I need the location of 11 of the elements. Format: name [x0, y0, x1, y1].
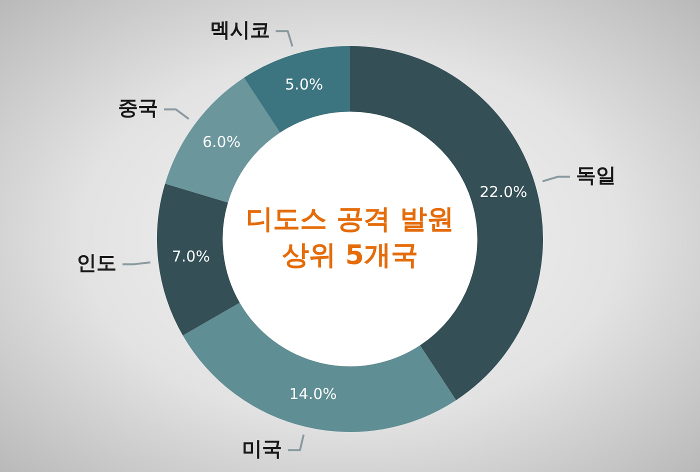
data-label: 7.0%	[172, 247, 210, 266]
slice-label: 중국	[118, 96, 158, 120]
text: 디도스 공격 발원 상위 5개국	[246, 204, 454, 272]
slice-label: 인도	[76, 250, 116, 274]
slice-label: 미국	[242, 436, 282, 460]
data-label: 14.0%	[289, 384, 337, 403]
data-label: 5.0%	[285, 75, 324, 94]
data-label: 22.0%	[480, 182, 528, 201]
slice-label: 멕시코	[210, 17, 270, 42]
data-label: 6.0%	[202, 133, 241, 152]
slice-label: 독일	[576, 162, 616, 187]
